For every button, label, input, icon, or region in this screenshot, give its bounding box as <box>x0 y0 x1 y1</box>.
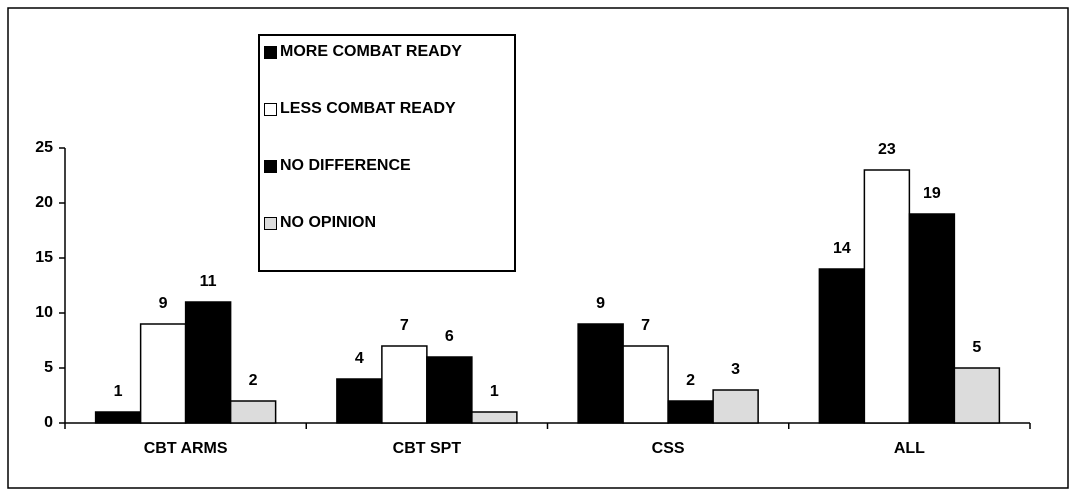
data-label: 1 <box>114 383 123 400</box>
bar <box>336 378 383 424</box>
data-label: 7 <box>400 317 409 334</box>
data-label: 23 <box>878 141 896 158</box>
data-label: 14 <box>833 240 851 257</box>
y-tick-label: 15 <box>35 249 53 266</box>
data-label: 9 <box>596 295 605 312</box>
legend-entry: NO DIFFERENCE <box>264 156 510 213</box>
legend-swatch <box>264 217 277 230</box>
bar <box>229 400 277 424</box>
frame <box>7 7 1069 489</box>
legend: MORE COMBAT READY LESS COMBAT READY NO DIF… <box>258 34 516 272</box>
bar <box>863 169 911 424</box>
bar <box>577 323 624 424</box>
data-label: 7 <box>641 317 650 334</box>
y-tick-label: 0 <box>44 414 53 431</box>
legend-swatch <box>264 46 277 59</box>
data-label: 2 <box>686 372 695 389</box>
bar <box>908 213 956 424</box>
data-label: 3 <box>731 361 740 378</box>
y-tick-label: 10 <box>35 304 53 321</box>
legend-label: NO DIFFERENCE <box>280 157 411 174</box>
data-label: 4 <box>355 350 364 367</box>
bar <box>426 356 473 424</box>
y-tick-label: 5 <box>44 359 53 376</box>
bar <box>667 400 714 424</box>
bar <box>184 301 232 424</box>
legend-swatch <box>264 103 277 116</box>
data-label: 6 <box>445 328 454 345</box>
bar <box>712 389 759 424</box>
data-label: 1 <box>490 383 499 400</box>
legend-swatch <box>264 160 277 173</box>
bar <box>471 411 518 424</box>
x-tick-label: CBT ARMS <box>144 440 228 457</box>
legend-entry: NO OPINION <box>264 213 510 270</box>
bar <box>381 345 428 424</box>
bar <box>818 268 866 424</box>
legend-label: LESS COMBAT READY <box>280 100 456 117</box>
y-tick-label: 25 <box>35 139 53 156</box>
x-tick-label: ALL <box>894 440 925 457</box>
bar <box>139 323 187 424</box>
y-tick-label: 20 <box>35 194 53 211</box>
legend-label: MORE COMBAT READY <box>280 43 462 60</box>
data-label: 11 <box>200 273 217 290</box>
data-label: 19 <box>923 185 941 202</box>
legend-entry: LESS COMBAT READY <box>264 99 510 156</box>
bar <box>953 367 1001 424</box>
legend-entry: MORE COMBAT READY <box>264 42 510 99</box>
data-label: 5 <box>972 339 981 356</box>
data-label: 2 <box>249 372 258 389</box>
bar <box>94 411 142 424</box>
bar <box>622 345 669 424</box>
legend-label: NO OPINION <box>280 214 377 231</box>
x-tick-label: CSS <box>652 440 685 457</box>
x-tick-label: CBT SPT <box>393 440 462 457</box>
data-label: 9 <box>159 295 168 312</box>
